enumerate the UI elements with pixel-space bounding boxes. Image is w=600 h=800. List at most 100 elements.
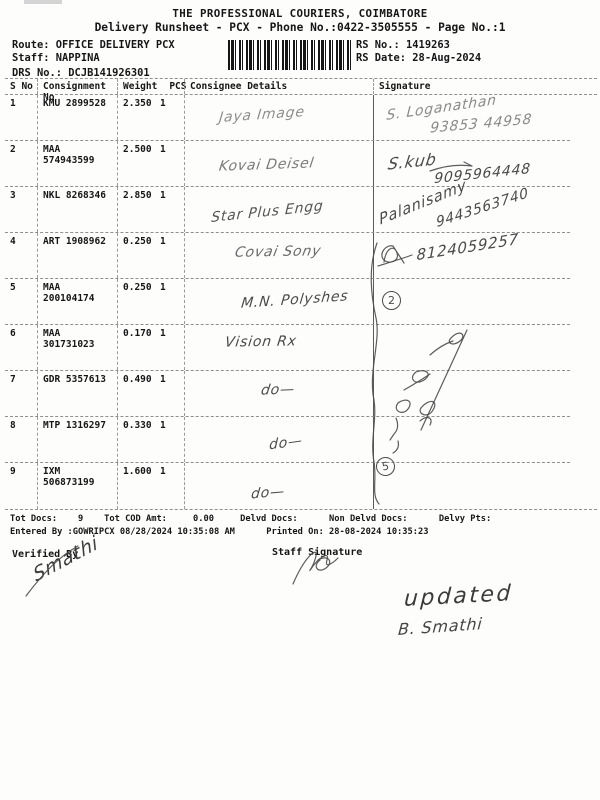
table-row: 6 MAA 301731023 0.170 1 Vision Rx (5, 325, 570, 371)
column-header-pcs: PCS (169, 81, 187, 92)
consignment-cell: MAA 574943599 (37, 141, 117, 186)
consignee-cell: do— (184, 463, 373, 509)
totals-line: Tot Docs: 9 Tot COD Amt: 0.00 Delvd Docs… (10, 514, 492, 524)
weight-pcs-cell: 2.500 1 (117, 141, 184, 186)
table-row: 4 ART 1908962 0.250 1 Covai Sony 8124059… (5, 229, 570, 279)
weight-value: 2.500 (123, 144, 152, 155)
entered-printed-line: Entered By :GOWRIPCX 08/28/2024 10:35:08… (10, 527, 429, 537)
signature-phone-handwriting: 8124059257 (416, 229, 519, 265)
weight-value: 1.600 (123, 466, 152, 477)
table-row: 7 GDR 5357613 0.490 1 do— (5, 371, 570, 417)
consignment-cell: MAA 301731023 (37, 325, 117, 370)
route-text: Route: OFFICE DELIVERY PCX (12, 39, 175, 51)
consignee-handwriting: Jaya Image (218, 103, 306, 127)
consignee-handwriting: Covai Sony (233, 243, 323, 261)
pcs-value: 1 (160, 466, 166, 477)
table-row: 9 IXM 506873199 1.600 1 do— 5 (5, 455, 570, 509)
consignee-handwriting: do— (259, 381, 296, 399)
verified-signature-handwriting: Smathi (31, 531, 101, 587)
consignee-cell: Kovai Deisel (184, 141, 373, 186)
pcs-value: 1 (160, 98, 166, 109)
pcs-value: 1 (160, 420, 166, 431)
pcs-value: 1 (160, 236, 166, 247)
weight-value: 0.330 (123, 420, 152, 431)
consignee-cell: Star Plus Engg (184, 187, 373, 232)
consignment-cell: GDR 5357613 (37, 371, 117, 416)
pcs-value: 1 (160, 144, 166, 155)
consignment-cell: NKL 8268346 (37, 187, 117, 232)
signature-cell: S.kub 9095964448 (373, 141, 570, 187)
weight-value: 0.250 (123, 236, 152, 247)
column-header-weight-pcs: Weight PCS (117, 79, 187, 94)
drs-number: DRS No.: DCJB141926301 (12, 67, 150, 79)
runsheet-title: Delivery Runsheet - PCX - Phone No.:0422… (94, 21, 506, 34)
consignee-cell: M.N. Polyshes (184, 279, 373, 324)
sno-cell: 1 (10, 98, 16, 109)
signature-cell: S. Loganathan 93853 44958 (373, 92, 570, 140)
pcs-value: 1 (160, 328, 166, 339)
consignee-handwriting: Kovai Deisel (217, 155, 316, 175)
signature-cell (373, 325, 570, 370)
barcode-icon (228, 40, 352, 70)
weight-value: 0.490 (123, 374, 152, 385)
consignee-cell: Jaya Image (184, 95, 373, 140)
table-row: 8 MTP 1316297 0.330 1 do— (5, 417, 570, 463)
sno-cell: 6 (10, 328, 16, 339)
pcs-value: 1 (160, 190, 166, 201)
sno-cell: 7 (10, 374, 16, 385)
signature-cell (373, 417, 570, 462)
sno-cell: 4 (10, 236, 16, 247)
updated-note-handwriting: updated (403, 581, 514, 612)
consignment-cell: KMU 2899528 (37, 95, 117, 140)
weight-value: 2.350 (123, 98, 152, 109)
sno-cell: 8 (10, 420, 16, 431)
column-header-weight: Weight (123, 81, 158, 92)
signature-name-handwriting: S.kub (386, 149, 439, 174)
column-header-sno: S No (10, 81, 33, 92)
table-bottom-divider (5, 509, 597, 510)
weight-pcs-cell: 2.850 1 (117, 187, 184, 232)
consignment-cell: MTP 1316297 (37, 417, 117, 462)
consignment-cell: MAA 200104174 (37, 279, 117, 324)
signature-cell: Palanisamy 9443563740 (373, 175, 570, 232)
consignee-cell: Vision Rx (184, 325, 373, 370)
consignee-handwriting: do— (268, 432, 303, 454)
company-title: THE PROFESSIONAL COURIERS, COIMBATORE (172, 7, 428, 20)
column-header-consignee: Consignee Details (184, 79, 373, 94)
staff-text: Staff: NAPPINA (12, 52, 100, 64)
weight-pcs-cell: 0.170 1 (117, 325, 184, 370)
weight-pcs-cell: 2.350 1 (117, 95, 184, 140)
signature-cell: 2 (373, 279, 570, 324)
sno-cell: 5 (10, 282, 16, 293)
staff-signature-label: Staff Signature (272, 547, 363, 558)
consignee-handwriting: Star Plus Engg (210, 198, 325, 226)
weight-pcs-cell: 1.600 1 (117, 463, 184, 509)
consignment-cell: ART 1908962 (37, 233, 117, 278)
weight-value: 0.170 (123, 328, 152, 339)
column-header-signature: Signature (373, 79, 597, 94)
table-row: 1 KMU 2899528 2.350 1 Jaya Image S. Loga… (5, 92, 570, 141)
consignee-cell: do— (184, 371, 373, 416)
table-header-row: S No Consignment No Weight PCS Consignee… (5, 78, 597, 103)
pcs-value: 1 (160, 282, 166, 293)
signature-cell (373, 371, 570, 416)
sno-cell: 2 (10, 144, 16, 155)
table-row: 2 MAA 574943599 2.500 1 Kovai Deisel S.k… (5, 141, 570, 187)
signature-cell: 8124059257 (373, 229, 570, 278)
table-row: 5 MAA 200104174 0.250 1 M.N. Polyshes 2 (5, 279, 570, 325)
consignee-handwriting: do— (250, 483, 286, 503)
pcs-value: 1 (160, 374, 166, 385)
scan-artifact (24, 0, 62, 4)
consignment-cell: IXM 506873199 (37, 463, 117, 509)
consignee-handwriting: Vision Rx (224, 333, 298, 351)
weight-pcs-cell: 0.490 1 (117, 371, 184, 416)
weight-pcs-cell: 0.330 1 (117, 417, 184, 462)
rs-date: RS Date: 28-Aug-2024 (356, 52, 482, 64)
table-body: 1 KMU 2899528 2.350 1 Jaya Image S. Loga… (5, 92, 570, 509)
note-signer-handwriting: B. Smathi (397, 613, 484, 640)
sno-cell: 9 (10, 466, 16, 477)
weight-pcs-cell: 0.250 1 (117, 233, 184, 278)
consignee-cell: Covai Sony (184, 233, 373, 278)
signature-circled-number: 2 (382, 291, 401, 310)
weight-value: 2.850 (123, 190, 152, 201)
